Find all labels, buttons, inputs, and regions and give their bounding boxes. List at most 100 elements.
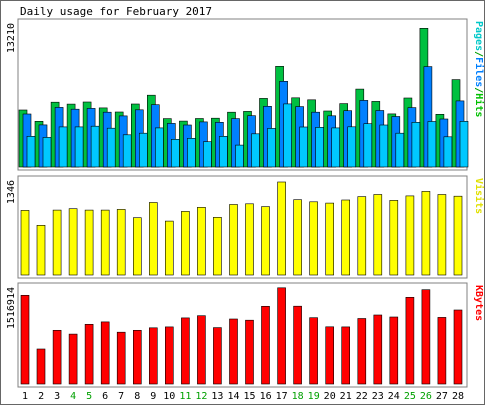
x-tick-label: 8 <box>134 391 140 402</box>
bar-pages-23 <box>379 124 389 168</box>
bar-visits-4 <box>68 208 78 276</box>
bar-pages-22 <box>363 123 373 168</box>
x-tick-label: 21 <box>340 391 352 402</box>
bar-pages-18 <box>299 126 308 168</box>
x-tick-label: 22 <box>356 391 368 402</box>
bar-kbytes-17 <box>277 287 286 385</box>
panel-series-label: Pages/Files/Hits <box>473 21 485 117</box>
bar-kbytes-14 <box>229 318 238 385</box>
x-tick-label: 19 <box>308 391 320 402</box>
label-part: Hits <box>473 93 485 117</box>
bar-pages-21 <box>347 126 357 168</box>
series-pages <box>26 103 469 168</box>
x-tick-label: 3 <box>54 391 60 402</box>
bar-pages-5 <box>90 125 100 168</box>
x-tick-label: 6 <box>102 391 108 402</box>
bar-visits-22 <box>357 196 367 276</box>
bar-pages-8 <box>139 132 148 168</box>
x-tick-label: 2 <box>38 391 44 402</box>
bar-kbytes-8 <box>133 329 142 385</box>
bar-visits-26 <box>421 191 431 276</box>
chart-title: Daily usage for February 2017 <box>20 5 212 18</box>
bar-pages-24 <box>395 132 405 168</box>
panel-kbytes: 1516914 KBytes <box>6 282 484 388</box>
bar-kbytes-22 <box>357 318 367 385</box>
bar-visits-23 <box>373 194 383 276</box>
bar-kbytes-15 <box>245 319 254 385</box>
bar-kbytes-6 <box>100 321 110 385</box>
x-tick-label: 7 <box>118 391 124 402</box>
bar-visits-20 <box>325 202 335 276</box>
x-tick-label: 9 <box>150 391 156 402</box>
bar-pages-13 <box>219 136 228 168</box>
bar-kbytes-18 <box>293 305 302 385</box>
bar-visits-28 <box>453 195 463 276</box>
bar-kbytes-9 <box>149 327 158 385</box>
panel-max-label: 1346 <box>6 180 17 204</box>
x-tick-label: 4 <box>70 391 76 402</box>
bar-visits-16 <box>261 206 270 276</box>
bar-pages-1 <box>26 136 36 168</box>
bar-visits-1 <box>20 210 30 276</box>
x-tick-label: 10 <box>163 391 175 402</box>
bar-pages-10 <box>171 139 180 168</box>
bar-visits-18 <box>293 199 302 276</box>
bar-kbytes-20 <box>325 326 335 385</box>
x-tick-label: 13 <box>211 391 223 402</box>
bar-kbytes-5 <box>84 323 94 385</box>
x-tick-label: 23 <box>372 391 384 402</box>
bar-pages-7 <box>122 134 132 168</box>
bar-kbytes-19 <box>309 317 318 385</box>
bar-kbytes-26 <box>421 289 431 385</box>
bar-pages-25 <box>411 122 421 168</box>
bar-kbytes-23 <box>373 314 383 385</box>
bar-kbytes-24 <box>389 316 399 385</box>
bar-pages-28 <box>459 121 469 168</box>
bar-pages-26 <box>427 121 437 168</box>
bar-pages-2 <box>42 137 52 168</box>
x-tick-label: 25 <box>404 391 416 402</box>
bar-pages-27 <box>443 136 453 168</box>
label-part: / <box>473 51 484 57</box>
bar-visits-12 <box>197 207 206 276</box>
bar-pages-3 <box>58 126 68 168</box>
bar-visits-24 <box>389 200 399 276</box>
panel-max-label: 13210 <box>6 23 17 53</box>
bar-kbytes-2 <box>36 348 46 385</box>
bar-visits-21 <box>341 199 351 276</box>
x-tick-label: 24 <box>388 391 400 402</box>
bar-kbytes-25 <box>405 296 415 385</box>
bar-visits-8 <box>133 217 142 276</box>
label-part: Files <box>473 57 485 87</box>
bar-pages-16 <box>267 128 276 168</box>
bar-pages-6 <box>106 127 116 168</box>
x-tick-label: 26 <box>420 391 432 402</box>
bar-kbytes-7 <box>116 331 126 385</box>
bar-pages-12 <box>203 141 212 168</box>
x-tick-label: 16 <box>260 391 272 402</box>
bar-pages-9 <box>155 127 164 168</box>
bar-pages-15 <box>251 133 260 168</box>
bar-pages-20 <box>331 127 341 168</box>
bar-visits-15 <box>245 203 254 276</box>
bar-kbytes-21 <box>341 326 351 385</box>
bar-kbytes-4 <box>68 333 78 385</box>
x-tick-label: 11 <box>179 391 191 402</box>
bar-kbytes-11 <box>181 317 190 385</box>
panel-visits: 1346 Visits <box>6 175 485 279</box>
bar-visits-2 <box>36 225 46 276</box>
bar-pages-11 <box>187 138 196 168</box>
label-part: Pages <box>473 21 484 51</box>
x-tick-label: 27 <box>436 391 448 402</box>
bar-kbytes-1 <box>20 294 30 385</box>
bar-visits-5 <box>84 209 94 276</box>
bar-visits-13 <box>213 217 222 276</box>
x-tick-label: 14 <box>227 391 239 402</box>
bar-pages-17 <box>283 103 292 168</box>
bar-kbytes-10 <box>165 326 174 385</box>
panel-series-label: Visits <box>473 178 485 214</box>
panel-hits-files-pages: 13210 Pages/Files/Hits <box>6 18 485 171</box>
bar-visits-6 <box>100 209 110 276</box>
